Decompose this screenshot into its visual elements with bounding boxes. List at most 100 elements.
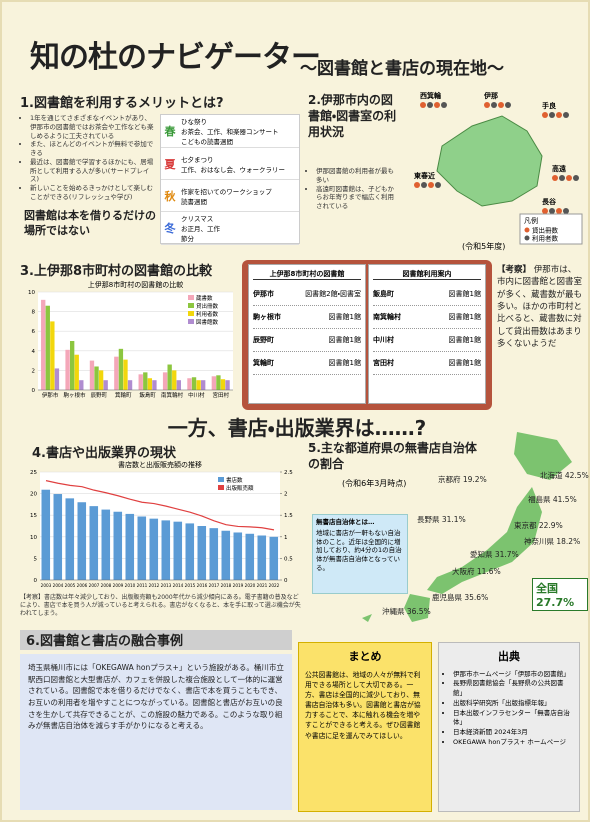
table-row: 南箕輪村図書館1館	[373, 306, 481, 329]
x-tick-label: 2016	[197, 583, 208, 588]
sources-box: 出典 伊那市ホームページ「伊那市の図書館」長野県図書館協会「長野県の公共図書館」…	[438, 642, 580, 812]
dot	[563, 208, 569, 214]
y2-tick-label: 0	[284, 578, 288, 584]
bar	[79, 380, 83, 390]
map-shape	[362, 614, 372, 622]
x-tick-label: 2011	[137, 583, 148, 588]
bar	[222, 531, 231, 580]
x-tick-label: 2007	[89, 583, 100, 588]
bar	[126, 514, 135, 580]
bar	[75, 355, 79, 390]
x-tick-label: 2018	[221, 583, 232, 588]
bar	[138, 516, 147, 580]
y-tick-label: 25	[30, 470, 37, 476]
summary-text: 公共図書館は、地域の人々が無料で利用できる場所として大切である。一方、書店は全国…	[305, 670, 425, 741]
dot	[542, 208, 548, 214]
book-page: 上伊那8市町村の図書館 伊那市図書館2館・図書室駒ヶ根市図書館1館辰野町図書館1…	[248, 264, 366, 404]
section-heading: 6.図書館と書店の融合事例	[20, 630, 292, 650]
season: 冬	[161, 220, 179, 236]
x-tick-label: 2005	[65, 583, 76, 588]
bar	[234, 532, 243, 580]
dot	[420, 102, 426, 108]
discussion-text: 伊那市は、市内に図書館と図書室が多く、蔵書数が最も多い。ほかの市町村と比べると、…	[497, 265, 582, 349]
rate-label: 福島県 41.5%	[528, 494, 577, 504]
dot	[434, 102, 440, 108]
place-label: 西箕輪	[420, 91, 442, 100]
sources-heading: 出典	[445, 649, 573, 666]
bar	[148, 378, 152, 390]
bar	[114, 357, 118, 390]
x-tick-label: 南箕輪村	[161, 391, 184, 399]
legend-swatch	[218, 477, 224, 482]
dot	[573, 175, 579, 181]
bar	[65, 350, 69, 390]
bar	[55, 368, 59, 390]
y2-tick-label: 1.5	[284, 513, 293, 519]
rate-label: 大阪府 11.6%	[452, 566, 501, 576]
bullet: また、ほとんどのイベントが無料で参加できる	[30, 140, 157, 158]
event: クリスマス	[181, 213, 297, 223]
table-row: 飯島町図書館1館	[373, 283, 481, 306]
bar	[123, 360, 127, 390]
y-tick-label: 0	[34, 578, 38, 584]
y-tick-label: 5	[34, 556, 38, 562]
legend-swatch	[188, 303, 194, 308]
book-page: 図書館利用案内 飯島町図書館1館南箕輪村図書館1館中川村図書館1館宮田村図書館1…	[368, 264, 486, 404]
bar	[119, 349, 123, 390]
bar	[66, 498, 75, 580]
bar	[90, 506, 99, 580]
place-label: 手良	[542, 101, 557, 110]
table-row: 伊那市図書館2館・図書室	[253, 283, 361, 306]
poster: 知の杜のナビゲーター 〜図書館と書店の現在地〜 1.図書館を利用するメリットとは…	[0, 0, 590, 822]
dot	[542, 112, 548, 118]
place-label: 長谷	[542, 197, 556, 206]
x-tick-label: 2013	[161, 583, 172, 588]
bar	[192, 377, 196, 390]
library-map: 西箕輪伊那手良高遠東春近長谷凡例貸出冊数利用者数(令和5年度)	[402, 86, 584, 254]
y-tick-label: 20	[30, 492, 37, 498]
dot	[556, 112, 562, 118]
event: お正月、工作	[181, 223, 297, 233]
case-text: 埼玉県桶川市には「OKEGAWA honプラス+」という施設がある。桶川市立駅西…	[20, 654, 292, 810]
x-tick-label: 箕輪町	[115, 391, 132, 399]
x-tick-label: 2021	[257, 583, 268, 588]
y-tick-label: 10	[28, 290, 35, 296]
y2-tick-label: 0.5	[284, 556, 293, 562]
discussion-title: 【考察】	[497, 265, 531, 275]
bar	[270, 537, 279, 580]
table-row: 辰野町図書館1館	[253, 329, 361, 352]
rate-label: 京都府 19.2%	[438, 475, 487, 484]
table-row: 箕輪町 図書館1館	[253, 352, 361, 375]
x-tick-label: 伊那市	[42, 391, 59, 399]
y-tick-label: 8	[32, 310, 36, 316]
table-cell: 図書館1館	[329, 358, 361, 368]
bar	[212, 376, 216, 390]
source: 日本出版インフラセンター「無書店自治体」	[453, 709, 573, 729]
dot	[428, 182, 434, 188]
place-label: 東春近	[414, 171, 435, 180]
title: 知の杜のナビゲーター	[30, 32, 320, 76]
bar	[102, 510, 111, 580]
bar	[196, 380, 200, 390]
bar	[186, 523, 195, 580]
x-tick-label: 2020	[245, 583, 256, 588]
y2-tick-label: 2.5	[284, 470, 293, 476]
event: 節分	[181, 233, 297, 243]
dot	[427, 102, 433, 108]
discussion: 【考察】 伊那市は、市内に図書館と図書室が多く、蔵書数が最も多い。ほかの市町村と…	[497, 264, 583, 410]
legend-swatch	[188, 295, 194, 300]
bar	[210, 528, 219, 580]
legend-label: 書店数	[226, 476, 243, 484]
bar	[94, 366, 98, 390]
legend-title: 凡例	[524, 216, 538, 225]
rate-label: 北海道 42.5%	[540, 470, 589, 480]
x-tick-label: 2017	[209, 583, 220, 588]
table-cell: 飯島町	[373, 289, 394, 299]
table-cell: 箕輪町	[253, 358, 274, 368]
x-tick-label: 2009	[113, 583, 124, 588]
place-label: 高遠	[552, 164, 566, 173]
bullet: 新しいことを始めるきっかけとして楽しむことができる(リフレッシュや学び)	[30, 184, 157, 202]
bar	[187, 378, 191, 390]
chart-title: 上伊那8市町村の図書館の比較	[88, 280, 183, 289]
bar	[128, 380, 132, 390]
